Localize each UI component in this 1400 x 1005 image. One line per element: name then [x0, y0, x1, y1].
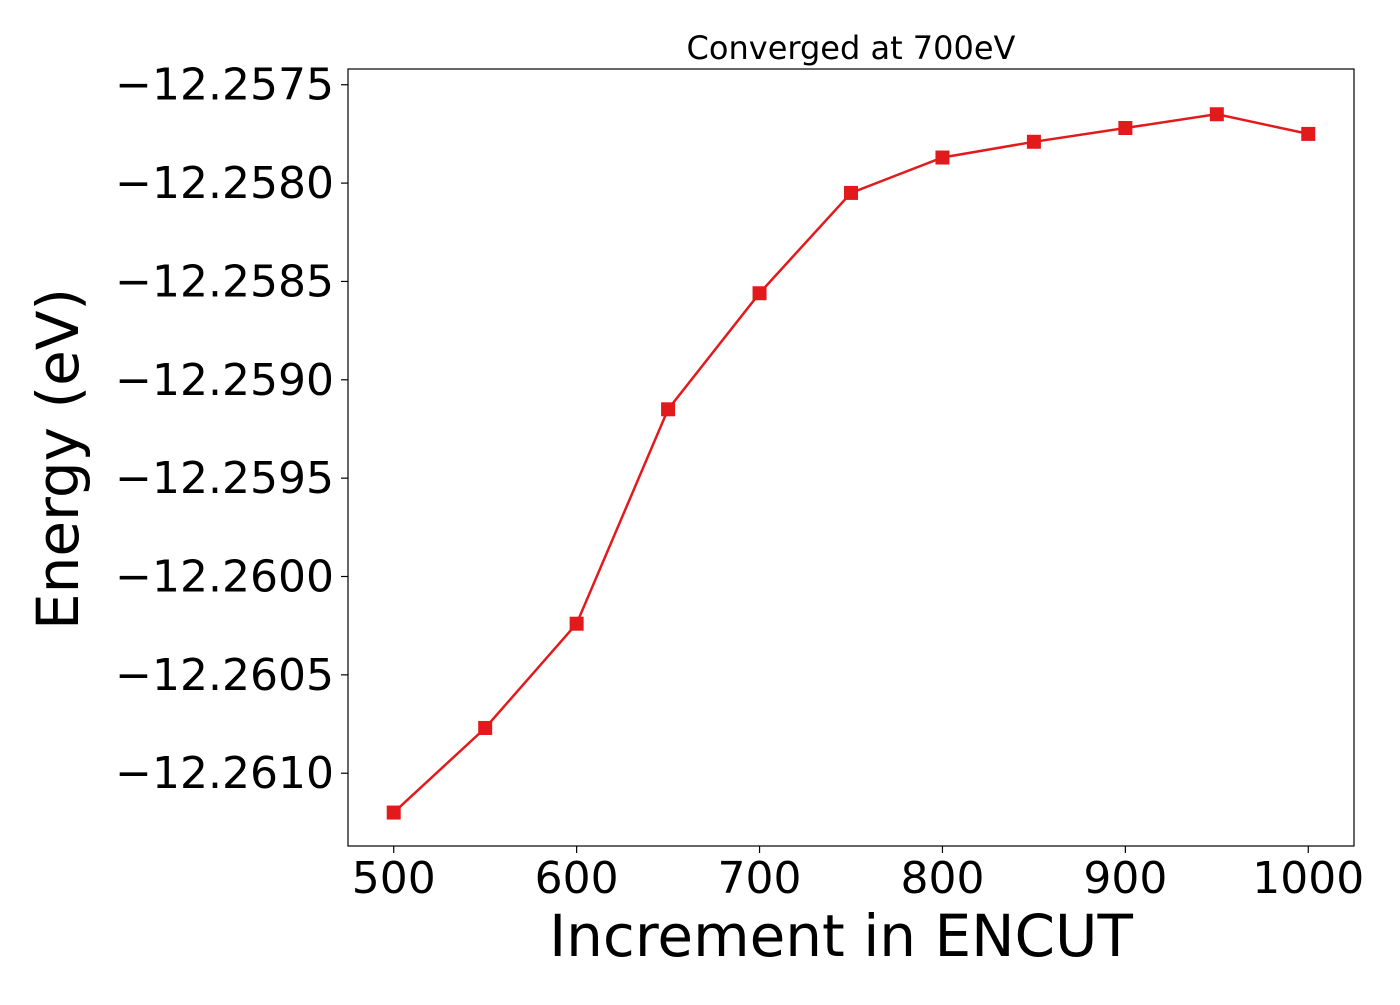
- y-tick-label: −12.2575: [115, 60, 334, 111]
- y-tick-label: −12.2585: [115, 256, 334, 307]
- y-tick-label: −12.2610: [115, 748, 334, 799]
- plot-area: −12.2610 −12.2605 −12.2600 −12.2595 −12.2590…: [115, 60, 1364, 904]
- data-point-marker: [752, 286, 767, 301]
- y-tick-label: −12.2590: [115, 355, 334, 406]
- data-point-marker: [1301, 126, 1316, 141]
- x-axis-title: Increment in ENCUT: [549, 902, 1133, 970]
- y-tick-label: −12.2580: [115, 158, 334, 209]
- x-tick-label: 500: [352, 853, 436, 904]
- y-tick-label: −12.2605: [115, 650, 334, 701]
- x-tick-label: 600: [535, 853, 619, 904]
- chart-title: Converged at 700eV: [687, 29, 1016, 67]
- data-point-marker: [1118, 121, 1133, 136]
- y-tick-label: −12.2595: [115, 453, 334, 504]
- plot-frame: [347, 68, 1355, 847]
- data-point-marker: [661, 402, 676, 417]
- y-tick-label: −12.2600: [115, 552, 334, 603]
- x-tick-label: 700: [718, 853, 802, 904]
- x-tick-label: 800: [900, 853, 984, 904]
- data-point-marker: [935, 150, 950, 165]
- data-point-marker: [478, 720, 493, 735]
- series-line: [392, 112, 1309, 814]
- data-point-marker: [1209, 107, 1224, 122]
- y-axis-title: Energy (eV): [24, 288, 92, 630]
- data-point-marker: [1026, 134, 1041, 149]
- data-point-marker: [844, 185, 858, 200]
- data-point-marker: [386, 805, 401, 820]
- x-tick-label: 900: [1083, 853, 1167, 904]
- data-point-marker: [569, 616, 584, 631]
- x-tick-label: 1000: [1252, 853, 1364, 904]
